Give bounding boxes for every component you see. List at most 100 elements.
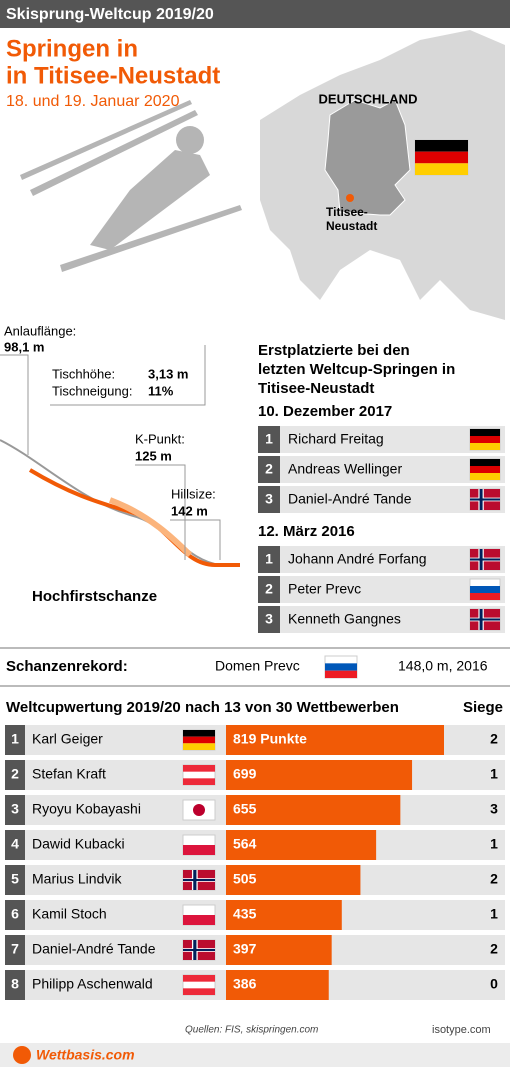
wins-header: Siege xyxy=(463,699,503,716)
podium-row xyxy=(258,576,505,603)
flag-part xyxy=(183,915,215,925)
rank-box xyxy=(258,456,280,483)
rank: 1 xyxy=(265,431,273,447)
hill-label: Anlauflänge: xyxy=(4,323,76,338)
podium-name: Johann André Forfang xyxy=(288,551,427,567)
rank-box xyxy=(258,426,280,453)
flag-part xyxy=(470,459,500,466)
city-label: Neustadt xyxy=(326,219,377,233)
hill-value: 125 m xyxy=(135,448,172,463)
bar xyxy=(226,795,401,825)
flag-part xyxy=(193,804,205,816)
flag-part xyxy=(183,988,215,995)
hill-value: 98,1 m xyxy=(4,339,44,354)
wins: 2 xyxy=(490,871,498,887)
winners-title: Erstplatzierte bei den xyxy=(258,342,410,359)
city-label: Titisee- xyxy=(326,205,368,219)
flag-part xyxy=(325,670,357,678)
hill-label: Tischhöhe: xyxy=(52,366,115,381)
hill-label: K-Punkt: xyxy=(135,431,185,446)
flag-part xyxy=(183,975,215,982)
hill-value: 142 m xyxy=(171,503,208,518)
rank-box xyxy=(258,546,280,573)
value-label: 699 xyxy=(233,766,257,782)
flag-part xyxy=(470,558,500,561)
rank-box xyxy=(258,606,280,633)
podium-row xyxy=(258,606,505,633)
rank: 3 xyxy=(11,801,19,817)
flag-part xyxy=(470,466,500,473)
podium-row xyxy=(258,426,505,453)
rank-box xyxy=(258,486,280,513)
brand: isotype.com xyxy=(432,1024,491,1036)
bar xyxy=(226,970,329,1000)
chart-title: Weltcupwertung 2019/20 nach 13 von 30 We… xyxy=(6,699,399,716)
kicker-bar xyxy=(0,0,510,28)
flag-part xyxy=(470,593,500,600)
hill-label: Tischneigung: xyxy=(52,383,132,398)
date: 18. und 19. Januar 2020 xyxy=(6,93,180,110)
athlete-name: Kamil Stoch xyxy=(32,906,107,922)
winners-title: Titisee-Neustadt xyxy=(258,380,374,397)
country-label: DEUTSCHLAND xyxy=(319,91,418,106)
flag-part xyxy=(470,498,500,501)
rank: 8 xyxy=(11,976,19,992)
rank-box xyxy=(5,865,25,895)
winners-title: letzten Weltcup-Springen in xyxy=(258,361,455,378)
podium-name: Kenneth Gangnes xyxy=(288,611,401,627)
kicker: Skisprung-Weltcup 2019/20 xyxy=(6,6,214,23)
athlete-name: Dawid Kubacki xyxy=(32,836,125,852)
logo-band xyxy=(0,1043,510,1067)
podium-name: Daniel-André Tande xyxy=(288,491,412,507)
podium-row xyxy=(258,456,505,483)
value-label: 819 Punkte xyxy=(233,731,307,747)
flag-part xyxy=(183,765,215,772)
rank: 4 xyxy=(11,836,19,852)
bar xyxy=(226,830,377,860)
logo-icon xyxy=(13,1046,31,1064)
event-date: 12. März 2016 xyxy=(258,523,355,540)
podium-name: Andreas Wellinger xyxy=(288,461,402,477)
flag-part xyxy=(415,163,468,175)
rank: 1 xyxy=(11,731,19,747)
value-label: 505 xyxy=(233,871,257,887)
rank-box xyxy=(258,576,280,603)
value-label: 564 xyxy=(233,836,257,852)
athlete-name: Marius Lindvik xyxy=(32,871,122,887)
podium-row xyxy=(258,486,505,513)
hill-label: Hillsize: xyxy=(171,486,216,501)
hill xyxy=(0,345,240,567)
value-label: 655 xyxy=(233,801,257,817)
flag-part xyxy=(470,618,500,621)
athlete-name: Ryoyu Kobayashi xyxy=(32,801,141,817)
skier xyxy=(20,100,242,272)
logo: Wettbasis.com xyxy=(36,1047,135,1063)
rank: 7 xyxy=(11,941,19,957)
germany-map xyxy=(324,99,411,216)
bar xyxy=(226,725,444,755)
rank: 1 xyxy=(265,551,273,567)
flag-part xyxy=(470,429,500,436)
wins: 3 xyxy=(490,801,498,817)
flag-part xyxy=(183,845,215,855)
flag-part xyxy=(470,586,500,593)
record-label: Schanzenrekord: xyxy=(6,658,128,675)
flag-part xyxy=(470,443,500,450)
flag-part xyxy=(325,663,357,671)
flag-part xyxy=(183,743,215,750)
bar xyxy=(226,760,413,790)
athlete-name: Philipp Aschenwald xyxy=(32,976,153,992)
rank-box xyxy=(5,760,25,790)
rank-box xyxy=(5,900,25,930)
flag-part xyxy=(183,778,215,785)
bar xyxy=(226,900,342,930)
source: Quellen: FIS, skispringen.com xyxy=(185,1025,318,1036)
title: Springen in xyxy=(6,35,138,62)
flag-part xyxy=(183,730,215,737)
rank-box xyxy=(5,970,25,1000)
wins: 2 xyxy=(490,941,498,957)
rank: 2 xyxy=(265,461,273,477)
hill-value: 3,13 m xyxy=(148,366,188,381)
bar xyxy=(226,865,361,895)
athlete-name: Stefan Kraft xyxy=(32,766,106,782)
